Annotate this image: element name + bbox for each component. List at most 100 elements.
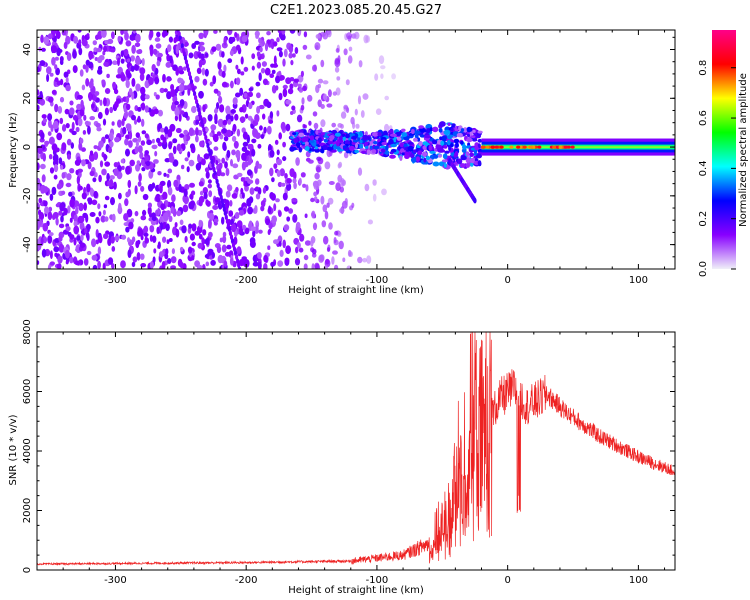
heatmap-cell	[215, 43, 222, 51]
heatmap-cell	[289, 83, 294, 90]
heatmap-cell	[367, 219, 373, 225]
heatmap-cell	[44, 206, 50, 215]
heatmap-cell	[158, 251, 164, 258]
heatmap-cell	[194, 230, 201, 236]
heatmap-cell	[99, 99, 103, 106]
heatmap-cell	[198, 32, 204, 39]
heatmap-cell	[323, 235, 329, 245]
heatmap-cell	[248, 87, 254, 92]
heatmap-cell	[127, 249, 132, 258]
heatmap-cell	[165, 223, 170, 231]
heatmap-cell	[352, 121, 356, 129]
heatmap-cell	[303, 31, 308, 38]
heatmap-cell	[110, 197, 115, 206]
heatmap-cell	[65, 76, 69, 84]
heatmap-cell	[282, 192, 288, 201]
heatmap-cell	[377, 132, 382, 137]
heatmap-cell	[48, 154, 53, 160]
heatmap-cell	[424, 134, 431, 139]
heatmap-cell	[65, 84, 71, 92]
heatmap-cell	[178, 84, 185, 92]
heatmap-cell	[132, 138, 139, 143]
heatmap-cell	[98, 140, 104, 148]
heatmap-cell	[117, 35, 122, 42]
heatmap-cell	[42, 153, 46, 162]
heatmap-cell	[268, 119, 274, 124]
heatmap-cell	[389, 154, 396, 159]
heatmap-cell	[278, 92, 283, 101]
heatmap-cell	[273, 41, 278, 47]
y-tick-label: 6000	[22, 379, 33, 404]
heatmap-cell	[114, 101, 119, 108]
heatmap-cell	[137, 229, 144, 237]
heatmap-cell	[37, 146, 43, 154]
heatmap-cell	[139, 67, 146, 75]
heatmap-cell	[397, 137, 402, 141]
heatmap-cell	[312, 222, 318, 231]
heatmap-cell	[314, 146, 318, 150]
heatmap-cell	[114, 136, 120, 143]
heatmap-cell	[198, 200, 203, 207]
heatmap-cell	[152, 235, 157, 243]
heatmap-cell	[308, 159, 314, 164]
heatmap-cell	[162, 236, 167, 243]
heatmap-cell	[69, 234, 75, 240]
heatmap-cell	[73, 214, 78, 223]
heatmap-cell	[221, 70, 226, 78]
heatmap-cell	[37, 152, 40, 161]
heatmap-cell	[235, 64, 239, 70]
heatmap-cell	[209, 212, 215, 221]
heatmap-cell	[448, 145, 452, 152]
heatmap-cell	[346, 265, 352, 269]
heatmap-cell	[199, 140, 205, 148]
heatmap-cell	[43, 36, 50, 45]
heatmap-cell	[54, 56, 59, 61]
heatmap-cell	[275, 75, 281, 84]
heatmap-cell	[186, 166, 190, 173]
heatmap-cell	[477, 143, 481, 149]
heatmap-cell	[231, 223, 237, 233]
heatmap-cell	[254, 205, 258, 214]
heatmap-cell	[164, 126, 169, 135]
heatmap-cell	[40, 237, 44, 246]
heatmap-cell	[286, 216, 291, 222]
heatmap-cell	[92, 177, 97, 183]
heatmap-cell	[78, 142, 83, 151]
heatmap-cell	[167, 44, 172, 52]
heatmap-cell	[109, 48, 116, 53]
colorbar-axis: 0.0 0.2 0.4 0.6 0.8	[698, 60, 736, 277]
heatmap-cell	[149, 234, 153, 242]
heatmap-cell	[107, 257, 114, 265]
heatmap-cell	[118, 202, 122, 212]
heatmap-cell	[357, 256, 363, 264]
heatmap-cell	[143, 232, 149, 237]
heatmap-cell	[188, 52, 194, 59]
heatmap-cell	[113, 168, 119, 177]
heatmap-cell	[112, 213, 116, 223]
heatmap-cell	[175, 45, 179, 54]
heatmap-cell	[337, 163, 341, 169]
heatmap-cell	[103, 97, 107, 107]
heatmap-cell	[247, 206, 254, 215]
heatmap-cell	[69, 217, 73, 223]
heatmap-cell	[320, 195, 325, 205]
heatmap-cell	[69, 198, 75, 208]
heatmap-cell	[485, 145, 490, 149]
heatmap-cell	[151, 138, 155, 144]
heatmap-cell	[131, 77, 136, 87]
heatmap-cell	[41, 248, 47, 258]
heatmap-cell	[175, 68, 179, 76]
heatmap-cell	[152, 48, 158, 55]
heatmap-cell	[301, 137, 309, 143]
heatmap-cell	[117, 119, 122, 128]
heatmap-cell	[235, 186, 239, 193]
heatmap-cell	[57, 255, 63, 264]
heatmap-cell	[159, 185, 163, 194]
heatmap-cell	[113, 162, 119, 168]
heatmap-cell	[425, 155, 431, 161]
x-tick-label: -300	[104, 275, 127, 286]
heatmap-cell	[296, 242, 301, 249]
heatmap-cell	[208, 231, 213, 238]
heatmap-cell	[494, 145, 499, 149]
heatmap-cell	[91, 254, 98, 261]
